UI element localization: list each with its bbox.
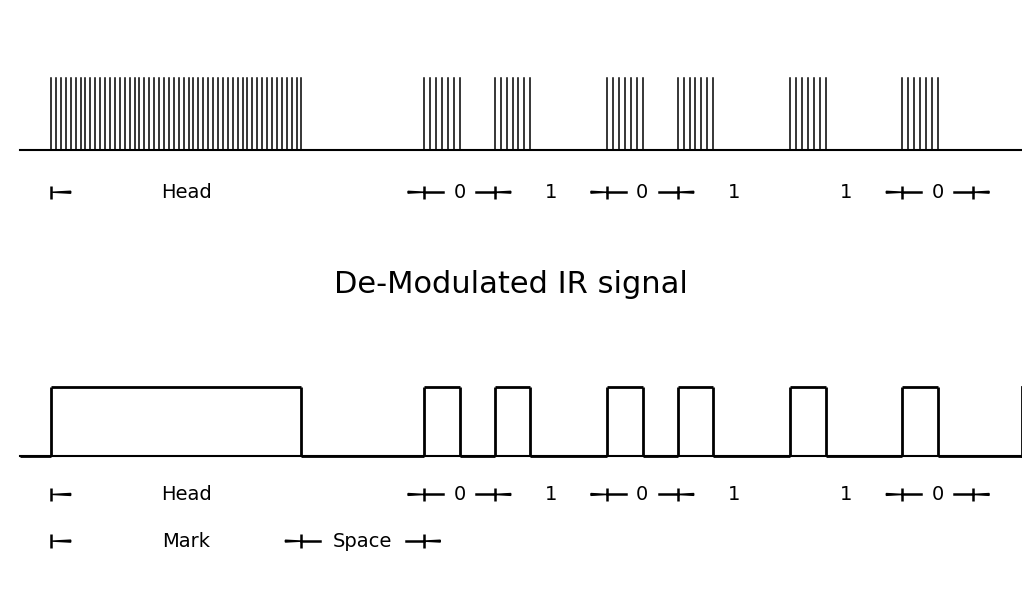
Polygon shape — [972, 494, 989, 496]
Text: Head: Head — [161, 183, 212, 202]
Text: Head: Head — [161, 485, 212, 504]
Text: 0: 0 — [454, 183, 465, 202]
Polygon shape — [285, 540, 303, 542]
Polygon shape — [677, 494, 694, 496]
Polygon shape — [494, 494, 511, 496]
Polygon shape — [52, 540, 71, 542]
Polygon shape — [886, 191, 903, 193]
Polygon shape — [423, 540, 440, 542]
Polygon shape — [591, 191, 608, 193]
Polygon shape — [677, 191, 694, 193]
Text: Space: Space — [333, 532, 392, 551]
Polygon shape — [52, 191, 71, 193]
Text: 0: 0 — [454, 485, 465, 504]
Polygon shape — [886, 494, 903, 496]
Polygon shape — [408, 191, 425, 193]
Text: 0: 0 — [637, 485, 648, 504]
Polygon shape — [494, 191, 511, 193]
Text: 0: 0 — [637, 183, 648, 202]
Text: 1: 1 — [728, 485, 740, 504]
Polygon shape — [52, 493, 71, 496]
Text: 1: 1 — [545, 485, 557, 504]
Text: 1: 1 — [545, 183, 557, 202]
Polygon shape — [972, 191, 989, 193]
Text: 1: 1 — [840, 183, 852, 202]
Title: De-Modulated IR signal: De-Modulated IR signal — [334, 270, 688, 299]
Text: 1: 1 — [728, 183, 740, 202]
Polygon shape — [408, 494, 425, 496]
Polygon shape — [591, 494, 608, 496]
Text: 1: 1 — [840, 485, 852, 504]
Text: 0: 0 — [932, 183, 943, 202]
Text: Mark: Mark — [162, 532, 211, 551]
Text: 0: 0 — [932, 485, 943, 504]
